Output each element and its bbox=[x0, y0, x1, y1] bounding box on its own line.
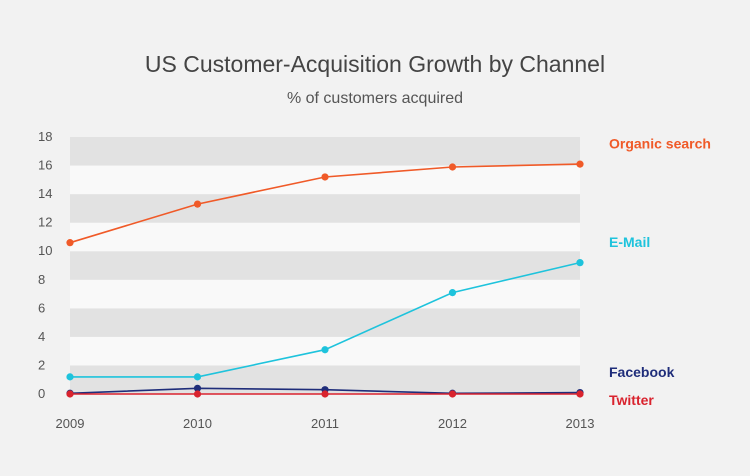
data-point-e-mail bbox=[66, 373, 74, 381]
y-tick-label: 6 bbox=[38, 300, 45, 315]
y-tick-label: 10 bbox=[38, 243, 52, 258]
data-point-twitter bbox=[66, 390, 74, 398]
grid-band bbox=[70, 251, 580, 280]
series-label-facebook: Facebook bbox=[609, 364, 675, 380]
y-axis-ticks: 0 2 4 6 8 10 12 14 16 18 bbox=[38, 129, 52, 401]
data-point-e-mail bbox=[448, 289, 457, 297]
data-point-organic-search bbox=[448, 163, 457, 171]
data-point-twitter bbox=[321, 390, 329, 398]
grid-band bbox=[70, 279, 580, 309]
data-point-facebook bbox=[193, 384, 202, 392]
x-axis-ticks: 2009 2010 2011 2012 2013 bbox=[56, 416, 595, 431]
data-point-twitter bbox=[193, 390, 202, 398]
grid-band bbox=[70, 194, 580, 223]
y-tick-label: 16 bbox=[38, 158, 52, 173]
data-point-e-mail bbox=[321, 346, 329, 354]
x-tick-label: 2011 bbox=[311, 416, 339, 431]
x-tick-label: 2010 bbox=[183, 416, 212, 431]
data-point-organic-search bbox=[576, 160, 584, 168]
grid-band bbox=[70, 222, 580, 252]
data-point-e-mail bbox=[193, 373, 202, 381]
y-tick-label: 12 bbox=[38, 215, 52, 230]
y-tick-label: 4 bbox=[38, 329, 45, 344]
data-point-organic-search bbox=[321, 173, 329, 181]
y-tick-label: 0 bbox=[38, 386, 45, 401]
x-tick-label: 2012 bbox=[438, 416, 467, 431]
y-tick-label: 18 bbox=[38, 129, 52, 144]
y-tick-label: 8 bbox=[38, 272, 45, 287]
chart-title: US Customer-Acquisition Growth by Channe… bbox=[145, 51, 605, 77]
series-points bbox=[66, 160, 584, 398]
data-point-organic-search bbox=[193, 200, 202, 208]
data-point-e-mail bbox=[576, 259, 584, 267]
x-tick-label: 2013 bbox=[566, 416, 595, 431]
series-labels: Organic search E-Mail Facebook Twitter bbox=[609, 136, 711, 408]
grid-band bbox=[70, 137, 580, 166]
y-tick-label: 2 bbox=[38, 357, 45, 372]
x-tick-label: 2009 bbox=[56, 416, 85, 431]
series-label-e-mail: E-Mail bbox=[609, 234, 650, 250]
chart-subtitle: % of customers acquired bbox=[287, 90, 463, 107]
series-label-twitter: Twitter bbox=[609, 392, 654, 408]
series-label-organic-search: Organic search bbox=[609, 136, 711, 152]
data-point-twitter bbox=[576, 390, 584, 398]
y-tick-label: 14 bbox=[38, 186, 52, 201]
data-point-organic-search bbox=[66, 239, 74, 247]
grid-band bbox=[70, 308, 580, 337]
data-point-twitter bbox=[448, 390, 457, 398]
grid-bands bbox=[70, 137, 580, 394]
